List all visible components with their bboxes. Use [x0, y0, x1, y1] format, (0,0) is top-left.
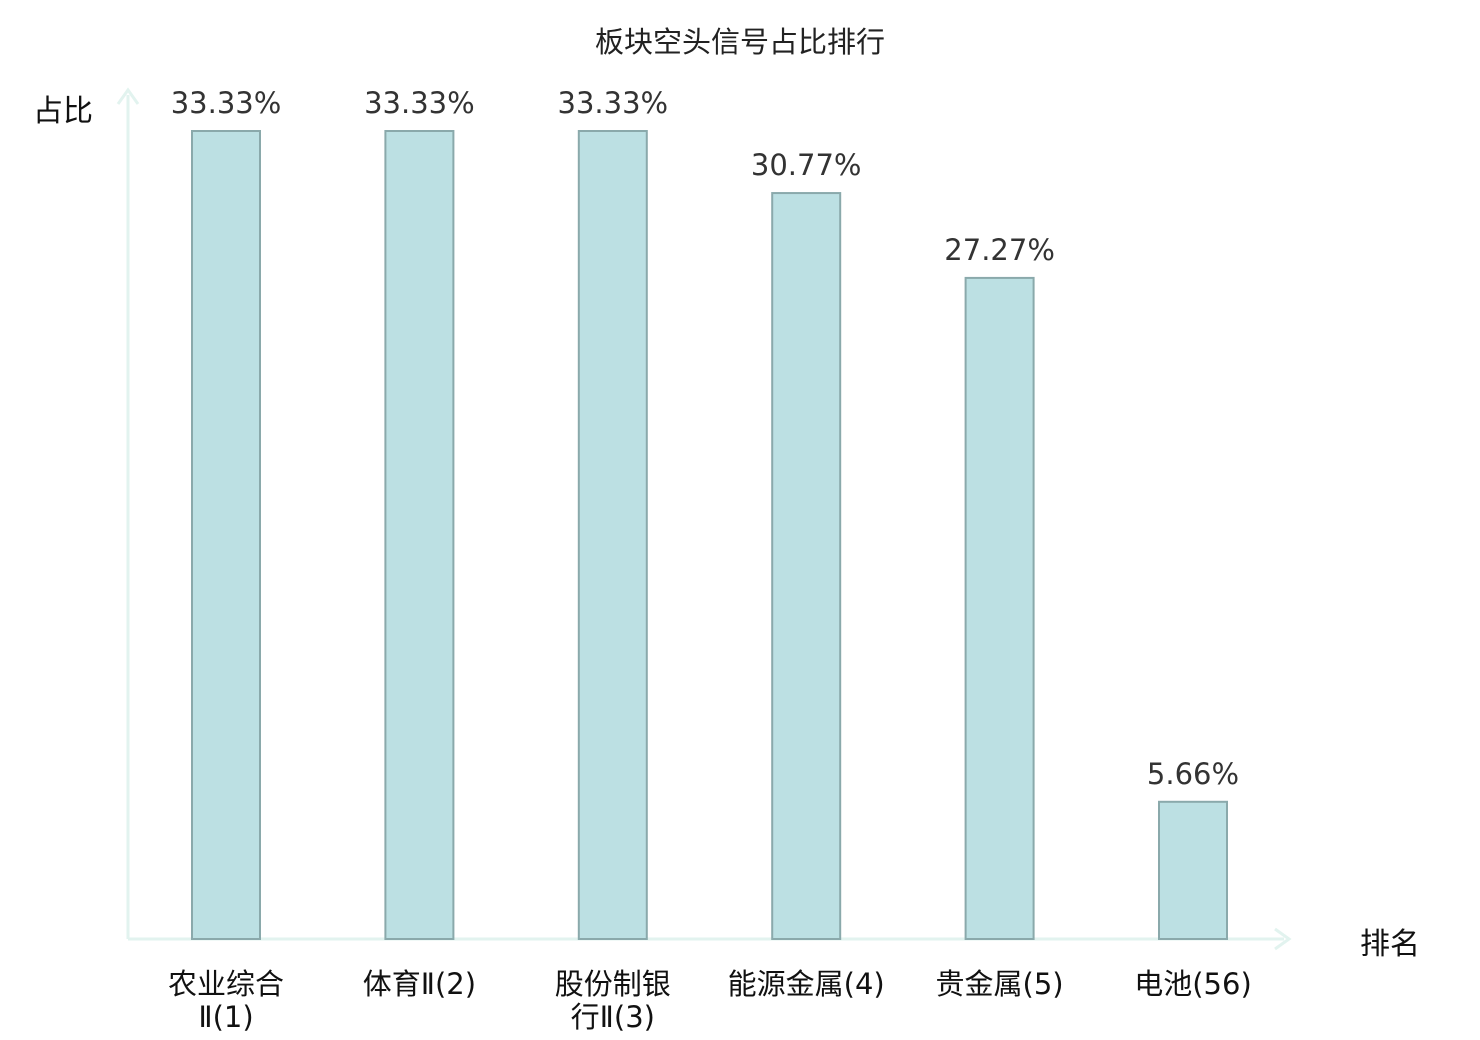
value-label-5: 27.27% — [944, 233, 1055, 267]
category-label-line: 农业综合 — [168, 967, 284, 1001]
category-label-1: 农业综合 Ⅱ(1) — [168, 967, 284, 1034]
chart-title: 板块空头信号占比排行 — [595, 25, 885, 59]
category-label-line: 能源金属(4) — [728, 967, 885, 1001]
value-label-1: 33.33% — [171, 86, 282, 120]
category-label-4: 能源金属(4) — [728, 967, 885, 1001]
bar-3 — [577, 130, 648, 940]
category-label-line: 体育Ⅱ(2) — [363, 967, 476, 1001]
bar-5 — [964, 276, 1035, 940]
category-label-5: 贵金属(5) — [936, 967, 1064, 1001]
value-label-6: 5.66% — [1147, 757, 1239, 791]
x-axis-label: 排名 — [1360, 927, 1420, 962]
category-label-3: 股份制银行Ⅱ(3) — [555, 967, 671, 1034]
bar-4 — [771, 192, 842, 940]
category-label-line: 贵金属(5) — [936, 967, 1064, 1001]
value-label-3: 33.33% — [558, 86, 669, 120]
y-axis-arrow — [116, 87, 140, 105]
y-axis-label: 占比 — [33, 94, 93, 129]
value-label-4: 30.77% — [751, 148, 862, 182]
bars-layer: 33.33% 农业综合 Ⅱ(1) 33.33% 体育Ⅱ(2) 33.33% 股份制银行Ⅱ(3… — [168, 86, 1252, 1034]
bar-1 — [191, 130, 261, 940]
bar-6 — [1158, 800, 1228, 941]
category-label-2: 体育Ⅱ(2) — [363, 967, 476, 1001]
category-label-6: 电池(56) — [1134, 967, 1252, 1001]
value-label-2: 33.33% — [364, 86, 475, 120]
bar-2 — [384, 130, 455, 940]
category-label-line: 电池(56) — [1134, 967, 1252, 1001]
category-label-line: 股份制银 — [555, 967, 671, 1001]
x-axis-arrow — [1274, 927, 1292, 951]
category-label-line: Ⅱ(1) — [198, 1000, 253, 1034]
category-label-line: 行Ⅱ(3) — [571, 1000, 655, 1034]
